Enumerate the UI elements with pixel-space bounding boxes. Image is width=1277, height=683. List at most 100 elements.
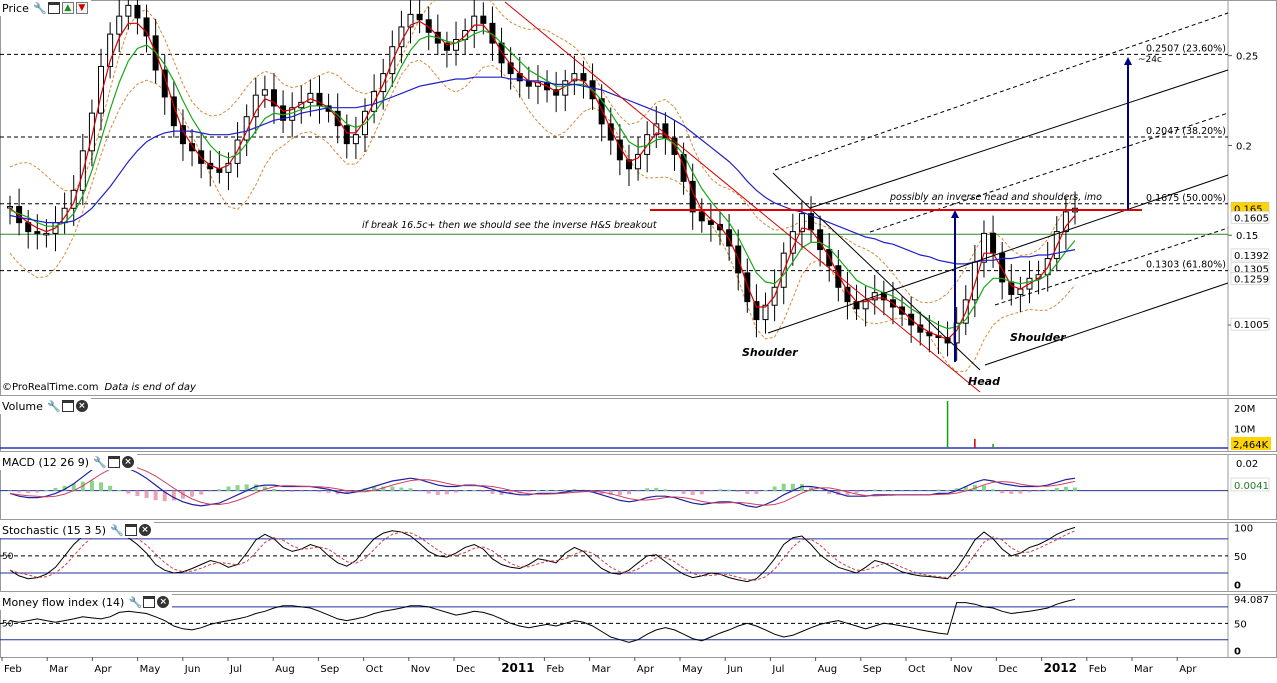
macd-histogram-bar bbox=[545, 489, 550, 492]
window-icon[interactable] bbox=[143, 596, 156, 608]
wrench-icon[interactable]: 🔧 bbox=[47, 399, 61, 413]
price-tick-label: 0.25 bbox=[1236, 52, 1258, 63]
volume-value-box bbox=[1231, 436, 1271, 450]
price-bar-body bbox=[835, 265, 842, 288]
mfi-tick-label: 0 bbox=[1234, 647, 1241, 658]
window-icon[interactable] bbox=[125, 524, 138, 536]
macd-histogram-bar bbox=[235, 485, 240, 492]
price-bar-body bbox=[798, 213, 805, 233]
macd-histogram-bar bbox=[271, 488, 276, 492]
wrench-icon[interactable]: 🔧 bbox=[128, 595, 143, 609]
annotation-head: Head bbox=[968, 375, 1000, 388]
macd-histogram-bar bbox=[1073, 487, 1077, 492]
macd-value-label: 0.0041 bbox=[1234, 481, 1269, 492]
arrow-down-icon[interactable]: ▼ bbox=[75, 2, 88, 14]
macd-histogram-bar bbox=[308, 490, 313, 492]
annotation-inverse-hs: possibly an inverse head and shoulders, … bbox=[889, 192, 1102, 203]
macd-histogram-bar bbox=[435, 490, 440, 495]
x-tick-label: 2012 bbox=[1044, 661, 1077, 675]
macd-histogram-bar bbox=[144, 490, 149, 499]
fib-label-2: 0.1675 (50.00%) bbox=[1146, 193, 1226, 204]
price-bar-body bbox=[116, 15, 123, 35]
wedge-line bbox=[772, 172, 981, 371]
price-value-label: 0.1605 bbox=[1234, 213, 1269, 224]
x-tick-label: Jul bbox=[229, 664, 242, 675]
panel-frame-volume bbox=[0, 398, 1277, 452]
macd-histogram-bar bbox=[991, 489, 996, 492]
annotation-right-shoulder: Shoulder bbox=[1010, 331, 1066, 344]
close-icon[interactable]: × bbox=[75, 400, 88, 412]
macd-histogram-bar bbox=[1009, 490, 1014, 494]
macd-histogram-bar bbox=[563, 489, 568, 492]
price-bar-body bbox=[789, 231, 796, 254]
price-bar-body bbox=[598, 98, 605, 125]
macd-histogram-bar bbox=[572, 488, 577, 492]
price-plot bbox=[7, 0, 1078, 373]
window-icon[interactable] bbox=[61, 400, 74, 412]
wrench-icon[interactable]: 🔧 bbox=[93, 455, 107, 469]
macd-signal-line bbox=[9, 465, 1076, 506]
macd-histogram-bar bbox=[44, 489, 49, 492]
wrench-icon[interactable]: 🔧 bbox=[33, 1, 47, 15]
close-icon[interactable]: × bbox=[122, 456, 135, 468]
macd-histogram-bar bbox=[554, 490, 559, 492]
macd-histogram-bar bbox=[1054, 487, 1059, 492]
price-bar-body bbox=[698, 211, 705, 222]
macd-histogram-bar bbox=[62, 485, 67, 492]
price-bar-body bbox=[744, 272, 751, 303]
macd-histogram-bar bbox=[790, 483, 795, 492]
price-bar-body bbox=[416, 13, 423, 21]
macd-histogram-bar bbox=[1045, 489, 1050, 492]
wrench-icon[interactable]: 🔧 bbox=[110, 523, 124, 537]
channel-line-upper bbox=[809, 69, 1229, 209]
macd-histogram-bar bbox=[645, 488, 650, 492]
macd-histogram-bar bbox=[718, 489, 722, 492]
panel-frame-price bbox=[0, 0, 1277, 396]
macd-histogram-bar bbox=[827, 490, 832, 494]
arrow-up-icon[interactable]: ▲ bbox=[61, 2, 74, 14]
price-bar-body bbox=[844, 286, 851, 303]
macd-histogram-bar bbox=[845, 490, 850, 496]
annotation-left-shoulder: Shoulder bbox=[742, 346, 798, 359]
macd-histogram-bar bbox=[499, 490, 504, 495]
macd-histogram-bar bbox=[53, 487, 58, 492]
window-icon[interactable] bbox=[47, 2, 60, 14]
macd-histogram-bar bbox=[872, 489, 877, 492]
macd-histogram-bar bbox=[199, 490, 204, 495]
macd-histogram-bar bbox=[290, 490, 295, 492]
x-tick-label: Jul bbox=[771, 664, 784, 675]
price-bar-body bbox=[625, 159, 632, 170]
price-bar-body bbox=[280, 105, 287, 121]
downtrend-line bbox=[504, 1, 981, 393]
fib-label-1: 0.2047 (38.20%) bbox=[1146, 126, 1226, 137]
close-icon[interactable]: × bbox=[139, 524, 152, 536]
x-tick-label: Mar bbox=[49, 664, 69, 675]
price-bar-body bbox=[352, 134, 359, 145]
channel-line-base bbox=[984, 282, 1229, 366]
x-tick-label: Apr bbox=[94, 664, 112, 675]
macd-histogram-bar bbox=[244, 484, 249, 492]
close-icon[interactable]: × bbox=[157, 596, 170, 608]
panel-frame-stoch bbox=[0, 522, 1277, 592]
stochastic-panel-title: Stochastic (15 3 5) bbox=[2, 523, 107, 537]
macd-histogram-bar bbox=[909, 490, 914, 492]
macd-histogram-bar bbox=[372, 486, 377, 492]
target-arrow-left-head bbox=[951, 210, 959, 218]
window-icon[interactable] bbox=[108, 456, 121, 468]
macd-histogram-bar bbox=[900, 490, 905, 492]
mfi-tick-label: 50 bbox=[1234, 619, 1247, 630]
x-tick-label: Sep bbox=[863, 664, 882, 675]
macd-tick-label: 0.02 bbox=[1236, 459, 1258, 470]
macd-histogram-bar bbox=[745, 490, 750, 494]
price-bar-body bbox=[990, 232, 997, 254]
volume-tick-label: 20M bbox=[1234, 404, 1255, 415]
x-tick-label: Feb bbox=[546, 664, 564, 675]
channel-dash-1 bbox=[774, 12, 1229, 171]
mfi-left-label: 50 bbox=[2, 619, 14, 629]
credit-source: ©ProRealTime.com bbox=[2, 382, 99, 393]
price-bar-body bbox=[380, 73, 387, 93]
x-tick-label: Mar bbox=[592, 664, 612, 675]
macd-histogram-bar bbox=[126, 490, 131, 494]
price-bar-body bbox=[635, 153, 642, 170]
macd-histogram-bar bbox=[927, 490, 932, 492]
